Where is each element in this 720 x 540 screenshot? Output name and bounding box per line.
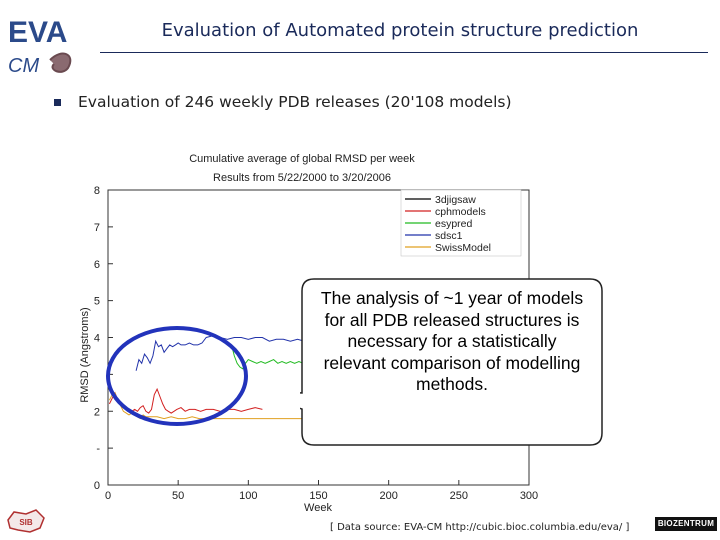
callout-text: The analysis of ~1 year of models for al… (320, 288, 584, 394)
highlight-ellipse (106, 326, 248, 426)
chart-title: Cumulative average of global RMSD per we… (189, 153, 415, 165)
legend-label: SwissModel (435, 242, 491, 254)
data-source: [ Data source: EVA-CM http://cubic.bioc.… (330, 522, 630, 533)
legend-label: cphmodels (435, 206, 486, 218)
legend-label: 3djigsaw (435, 194, 476, 206)
rmsd-chart: Cumulative average of global RMSD per we… (79, 153, 538, 514)
legend-box (400, 189, 522, 257)
series-line-swissmodel (108, 392, 319, 420)
logo-cm-text: CM (8, 55, 39, 77)
series-line-sdsc1 (135, 335, 319, 371)
sib-logo-text: SIB (19, 518, 33, 527)
eva-cm-logo: EVA CM (8, 16, 72, 77)
y-tick-label: - (96, 443, 100, 455)
x-tick-label: 300 (520, 490, 538, 502)
x-tick-label: 250 (450, 490, 468, 502)
chart-subtitle: Results from 5/22/2000 to 3/20/2006 (213, 172, 391, 184)
sib-map-icon (7, 509, 45, 533)
y-tick-label: 0 (94, 480, 100, 492)
title-divider (100, 52, 708, 53)
x-tick-label: 200 (379, 490, 397, 502)
logo-swirl-icon (49, 52, 72, 73)
biozentrum-logo: BIOZENTRUM (655, 517, 717, 531)
y-tick-label: 6 (94, 259, 100, 271)
x-axis-label: Week (304, 502, 332, 514)
y-tick-label: 8 (94, 185, 100, 197)
x-tick-label: 150 (309, 490, 327, 502)
bullet-icon (54, 99, 61, 106)
x-tick-label: 50 (172, 490, 184, 502)
bullet-text: Evaluation of 246 weekly PDB releases (2… (78, 93, 512, 111)
y-tick-label: 2 (94, 406, 100, 418)
callout-bubble (300, 278, 603, 446)
logo-eva-text: EVA (8, 16, 67, 49)
sib-logo: SIB (7, 509, 45, 533)
callout-shape (300, 278, 603, 446)
y-tick-label: 4 (94, 333, 100, 345)
y-tick-label: 7 (94, 222, 100, 234)
y-axis-label: RMSD (Angstroms) (79, 307, 91, 402)
page-title: Evaluation of Automated protein structur… (161, 20, 639, 41)
legend-label: sdsc1 (435, 230, 463, 242)
series-line-cphmodels (108, 387, 263, 414)
legend-label: esypred (435, 218, 473, 230)
x-tick-label: 0 (105, 490, 111, 502)
x-tick-label: 100 (239, 490, 257, 502)
y-tick-label: 5 (94, 296, 100, 308)
